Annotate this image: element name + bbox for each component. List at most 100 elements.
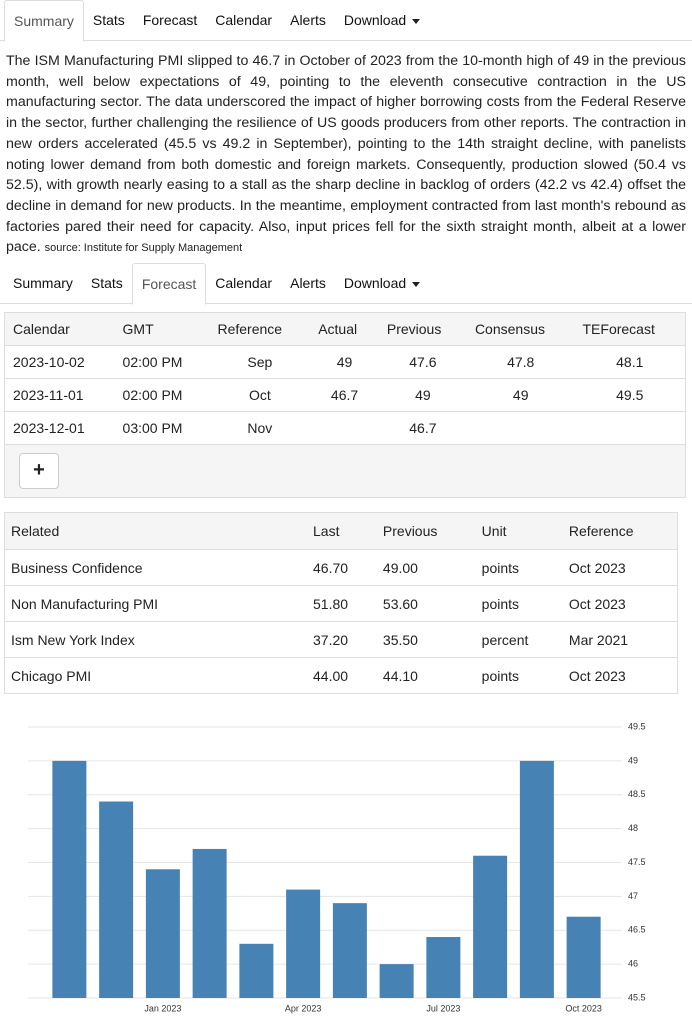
tab[interactable]: Summary	[4, 263, 82, 303]
caret	[412, 281, 421, 287]
tab-label: Calendar	[215, 12, 273, 28]
cell: 37.20	[307, 621, 377, 659]
y-tick-label: 48.5	[628, 789, 646, 799]
tab-label: Download	[343, 12, 407, 28]
cell: points	[475, 657, 563, 695]
cell: percent	[475, 621, 563, 659]
tab[interactable]: Calendar	[206, 0, 281, 40]
cell: 35.50	[376, 621, 476, 659]
tab-label: Stats	[92, 12, 125, 28]
row: Chicago PMI 44.00 44.10 points Oct 2023	[4, 657, 678, 695]
header-cell: Previous	[376, 512, 476, 551]
cell: Oct 2023	[562, 585, 678, 623]
bar	[473, 855, 508, 998]
tab-label: Forecast	[141, 276, 197, 293]
bar	[239, 943, 274, 998]
cell: 2023-11-01	[5, 378, 115, 413]
description: The ISM Manufacturing PMI slipped to 46.…	[0, 41, 692, 263]
cell: 47.6	[378, 345, 467, 380]
tab[interactable]: Download	[335, 263, 429, 303]
y-tick-label: 49	[628, 755, 638, 765]
related-table: Related Last Previous Unit Reference Business…	[4, 512, 678, 695]
header-cell: Last	[307, 512, 377, 551]
cell: Oct	[209, 378, 311, 413]
bar	[192, 848, 227, 998]
header-cell: Consensus	[466, 313, 575, 347]
cell: 2023-12-01	[5, 411, 115, 446]
cell: 49.00	[376, 549, 476, 587]
cell: points	[475, 549, 563, 587]
bar	[99, 801, 134, 998]
x-tick-label: Oct 2023	[565, 1003, 602, 1013]
cell: 49	[310, 345, 379, 380]
cell: 48.1	[574, 345, 685, 380]
link-cell[interactable]: Non Manufacturing PMI	[4, 585, 307, 623]
cell: points	[475, 585, 563, 623]
tab[interactable]: Alerts	[281, 263, 335, 303]
bar	[145, 869, 180, 998]
cell: 44.10	[376, 657, 476, 695]
tab[interactable]: Forecast	[131, 263, 207, 306]
y-tick-label: 47.5	[628, 857, 646, 867]
description-text: The ISM Manufacturing PMI slipped to 46.…	[6, 53, 686, 256]
header-cell: GMT	[114, 313, 210, 347]
bar	[426, 937, 461, 998]
bar	[332, 903, 367, 998]
row: Non Manufacturing PMI 51.80 53.60 points Oct…	[4, 585, 678, 623]
y-tick-label: 48	[628, 823, 638, 833]
chart: 45.5 46 46.5 47 47.5 48 48.5 49 49.5 Jan 2023 Apr …	[28, 721, 646, 1013]
tab[interactable]: Alerts	[281, 0, 335, 40]
cell: 02:00 PM	[114, 378, 210, 413]
cell: 53.60	[376, 585, 476, 623]
y-tick-label: 46.5	[628, 925, 646, 935]
header-row: Calendar GMT Reference Actual Previous Consen…	[5, 313, 685, 347]
x-tick-label: Apr 2023	[285, 1003, 322, 1013]
bar	[519, 760, 554, 998]
cell: 51.80	[307, 585, 377, 623]
tab-label: Calendar	[215, 275, 273, 292]
link-cell[interactable]: Business Confidence	[4, 549, 307, 587]
cell: 49	[466, 378, 575, 413]
header-cell: Calendar	[5, 313, 115, 347]
bar	[379, 964, 414, 998]
cell: 49	[378, 378, 467, 413]
row: 2023-10-02 02:00 PM Sep 49 47.6 47.8 48.1	[5, 345, 685, 380]
tab-bar: Summary Stats Forecast Calendar Alerts Downlo…	[0, 0, 692, 42]
cell: 46.7	[310, 378, 379, 413]
tab-label: Stats	[90, 275, 123, 292]
cell: 46.70	[307, 549, 377, 587]
bar	[566, 916, 601, 998]
header-cell: Actual	[310, 313, 379, 347]
row: Business Confidence 46.70 49.00 points Oct 2…	[4, 549, 678, 587]
tab-label: Alerts	[290, 275, 326, 292]
tab[interactable]: Calendar	[206, 263, 281, 303]
tab[interactable]: Summary	[4, 0, 84, 42]
y-tick-label: 46	[628, 959, 638, 969]
header-row: Related Last Previous Unit Reference	[4, 512, 678, 551]
cell: 02:00 PM	[114, 345, 210, 380]
row: 2023-12-01 03:00 PM Nov 46.7	[5, 411, 685, 446]
bar	[286, 889, 321, 998]
tab[interactable]: Stats	[82, 263, 132, 303]
add-button[interactable]: +	[19, 453, 59, 490]
y-tick-label: 45.5	[628, 992, 646, 1002]
cell: 44.00	[307, 657, 377, 695]
cell	[310, 411, 379, 446]
row: 2023-11-01 02:00 PM Oct 46.7 49 49 49.5	[5, 378, 685, 413]
tab[interactable]: Download	[335, 0, 429, 40]
link-cell[interactable]: Chicago PMI	[4, 657, 307, 695]
header-cell: Unit	[475, 512, 563, 551]
tab-label: Download	[343, 275, 407, 292]
tab-label: Summary	[14, 13, 74, 29]
cell	[574, 411, 685, 446]
cell: Sep	[209, 345, 311, 380]
forecast-table: Calendar GMT Reference Actual Previous Consen…	[5, 313, 685, 446]
tab[interactable]: Stats	[84, 0, 134, 40]
link-cell[interactable]: Ism New York Index	[4, 621, 307, 659]
tab[interactable]: Forecast	[134, 0, 206, 40]
cell: 2023-10-02	[5, 345, 115, 380]
tab-label: Forecast	[142, 12, 198, 28]
cell: Nov	[209, 411, 311, 446]
y-tick-label: 47	[628, 891, 638, 901]
